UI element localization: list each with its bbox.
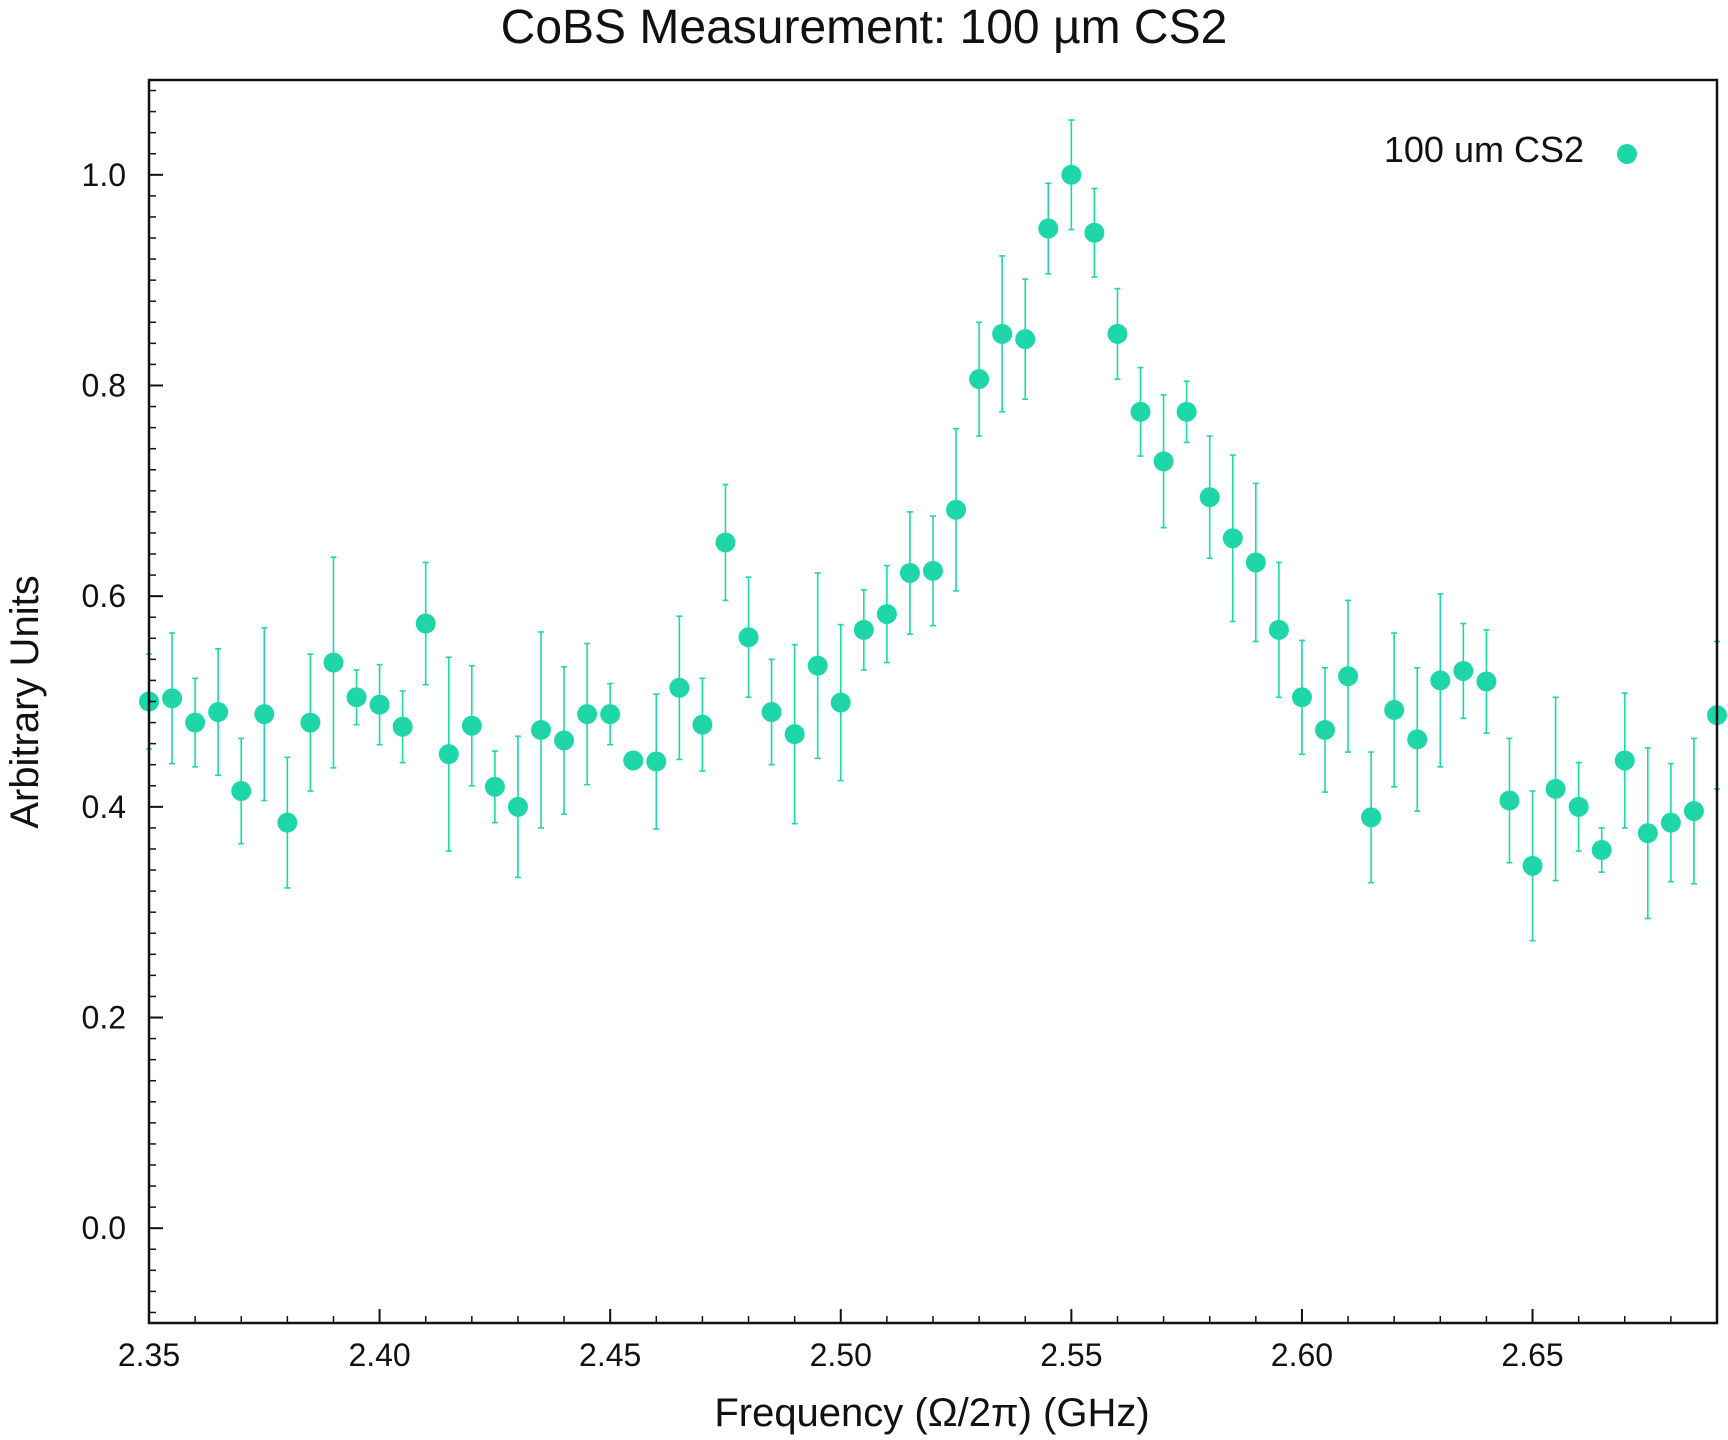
data-point xyxy=(1107,323,1128,344)
legend-label: 100 um CS2 xyxy=(1384,129,1584,170)
data-point xyxy=(1683,801,1704,822)
data-point xyxy=(715,532,736,553)
data-point xyxy=(1315,719,1335,740)
x-tick-label: 2.50 xyxy=(810,1337,872,1373)
data-point xyxy=(1453,660,1474,681)
data-series xyxy=(139,119,1727,942)
y-tick-label: 1.0 xyxy=(82,157,126,193)
data-point xyxy=(784,724,805,745)
data-point xyxy=(208,702,229,723)
x-axis: 2.35 2.40 2.45 2.50 2.55 2.60 2.65 xyxy=(118,1309,1718,1373)
y-tick-label: 0.6 xyxy=(82,578,126,614)
data-point xyxy=(1130,401,1151,422)
data-point xyxy=(392,716,413,737)
data-point xyxy=(461,715,482,736)
y-tick-label: 0.2 xyxy=(82,1000,126,1036)
data-point xyxy=(1038,218,1059,239)
data-point xyxy=(1660,812,1681,833)
data-point xyxy=(1061,164,1082,185)
data-point xyxy=(738,627,759,648)
data-point xyxy=(1384,699,1405,720)
data-point xyxy=(1545,778,1566,799)
data-point xyxy=(1245,552,1266,573)
data-point xyxy=(1199,487,1220,508)
x-tick-label: 2.40 xyxy=(348,1337,410,1373)
data-point xyxy=(1614,750,1635,771)
data-point xyxy=(1522,855,1543,876)
data-point xyxy=(946,499,967,520)
x-tick-label: 2.60 xyxy=(1271,1337,1333,1373)
data-point xyxy=(531,719,551,740)
data-point xyxy=(254,704,275,725)
x-tick-label: 2.65 xyxy=(1501,1337,1563,1373)
data-point xyxy=(899,562,920,583)
data-point xyxy=(438,744,459,765)
data-point xyxy=(300,712,321,733)
data-point xyxy=(761,702,782,723)
data-point xyxy=(323,652,344,673)
data-point xyxy=(923,560,943,581)
data-point xyxy=(830,692,851,713)
data-point xyxy=(876,604,897,625)
data-point xyxy=(1407,729,1428,750)
data-point xyxy=(507,796,528,817)
y-tick-label: 0.0 xyxy=(82,1210,126,1246)
data-point xyxy=(484,776,505,797)
data-point xyxy=(162,688,183,709)
data-point xyxy=(969,369,990,390)
data-point xyxy=(692,714,713,735)
x-tick-label: 2.35 xyxy=(118,1337,180,1373)
data-point xyxy=(231,781,252,802)
data-point xyxy=(600,704,621,725)
chart-title: CoBS Measurement: 100 µm CS2 xyxy=(501,1,1228,54)
data-point xyxy=(1361,807,1382,828)
data-point xyxy=(554,730,575,751)
data-point xyxy=(1568,796,1589,817)
data-point xyxy=(369,694,390,715)
x-axis-label: Frequency (Ω/2π) (GHz) xyxy=(714,1391,1149,1435)
y-axis: 0.0 0.2 0.4 0.6 0.8 1.0 xyxy=(82,89,163,1314)
data-point xyxy=(1591,840,1612,861)
data-point xyxy=(346,687,367,708)
legend: 100 um CS2 xyxy=(1384,129,1637,170)
data-point xyxy=(807,655,828,676)
data-point xyxy=(853,619,874,640)
data-point xyxy=(1153,451,1174,472)
data-point xyxy=(185,712,206,733)
data-point xyxy=(1268,619,1289,640)
y-tick-label: 0.4 xyxy=(82,789,126,825)
data-point xyxy=(992,323,1013,344)
data-point xyxy=(1222,528,1243,549)
data-point xyxy=(1015,329,1036,350)
data-point xyxy=(1476,671,1497,692)
data-point xyxy=(415,613,436,634)
y-tick-label: 0.8 xyxy=(82,367,126,403)
data-point xyxy=(277,812,298,833)
data-point xyxy=(646,751,667,772)
data-point xyxy=(577,704,598,725)
data-point xyxy=(1338,666,1359,687)
data-point xyxy=(1084,222,1105,243)
legend-marker xyxy=(1617,144,1637,164)
data-point xyxy=(1430,670,1451,691)
data-point xyxy=(623,750,644,771)
x-tick-label: 2.45 xyxy=(579,1337,641,1373)
data-point xyxy=(1499,790,1520,811)
data-point xyxy=(1637,823,1658,844)
x-tick-label: 2.55 xyxy=(1040,1337,1102,1373)
data-point xyxy=(669,677,690,698)
y-axis-label: Arbitrary Units xyxy=(3,575,47,828)
data-point xyxy=(1176,401,1197,422)
data-point xyxy=(1291,687,1312,708)
plot-area xyxy=(139,119,1727,942)
